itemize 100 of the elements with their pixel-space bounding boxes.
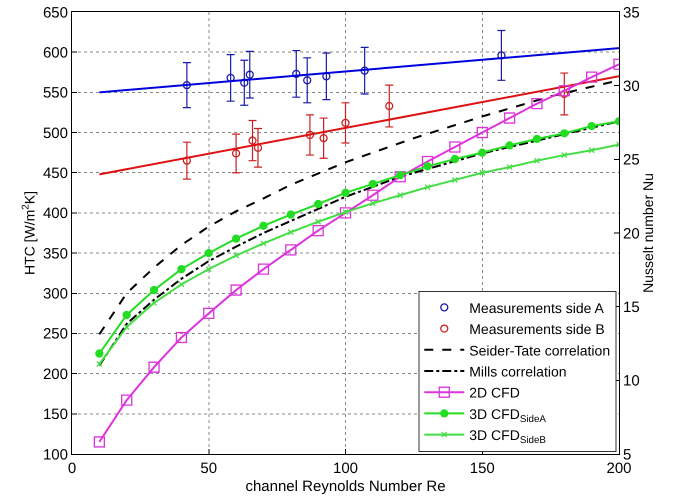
point: [340, 207, 352, 219]
point: [319, 134, 328, 142]
y2-tick-label: 10: [623, 372, 640, 390]
point: [532, 134, 542, 144]
point: [232, 252, 240, 259]
y2-tick-label: 25: [623, 152, 640, 169]
y2-tick-label: 30: [623, 78, 640, 95]
point: [476, 126, 488, 138]
point: [341, 118, 350, 128]
point: [341, 188, 350, 197]
point: [315, 218, 322, 225]
point: [182, 80, 192, 90]
point: [94, 436, 105, 448]
point: [504, 112, 516, 124]
y-tick-label: 100: [42, 446, 68, 464]
y-tick-label: 600: [42, 44, 68, 62]
point: [285, 244, 296, 256]
y2-tick-label: 20: [623, 225, 640, 242]
point: [560, 129, 568, 138]
point: [314, 200, 322, 208]
point: [423, 162, 432, 170]
point: [452, 176, 458, 184]
y2-tick-label: 35: [623, 4, 640, 22]
point: [588, 122, 596, 130]
point: [497, 51, 506, 60]
point: [506, 164, 513, 170]
x-tick-label: 100: [332, 460, 358, 477]
point: [534, 158, 540, 164]
point: [258, 264, 270, 275]
point: [312, 224, 324, 236]
point: [95, 349, 104, 358]
point: [397, 192, 404, 198]
y-tick-label: 550: [42, 84, 68, 102]
legend-label: Measurements side A: [469, 300, 605, 316]
point: [396, 170, 404, 180]
y-tick-label: 450: [42, 164, 68, 182]
point: [586, 71, 598, 83]
point: [385, 102, 394, 110]
point: [561, 152, 568, 158]
point: [368, 180, 377, 188]
point: [422, 156, 434, 168]
point: [203, 308, 214, 320]
point: [367, 190, 378, 201]
legend-label: 2D CFD: [469, 384, 520, 401]
point: [394, 171, 406, 182]
point: [292, 70, 300, 78]
point: [240, 78, 248, 87]
x-tick-label: 150: [470, 460, 495, 477]
point: [370, 200, 376, 206]
point: [286, 210, 295, 219]
legend-label: 3D CFD$_{SideB}$: [469, 427, 546, 446]
point: [558, 85, 570, 96]
point: [560, 90, 568, 98]
point: [449, 141, 461, 153]
point: [178, 281, 185, 288]
legend-label: 3D CFD$_{SideA}$: [469, 406, 546, 425]
point: [232, 234, 240, 243]
point: [259, 222, 268, 230]
y-tick-label: 500: [42, 124, 68, 142]
y-tick-label: 300: [42, 286, 68, 303]
y-tick-label: 400: [42, 205, 68, 222]
point: [303, 76, 312, 84]
point: [260, 240, 267, 247]
x-tick-label: 50: [200, 460, 218, 477]
point: [306, 130, 314, 140]
point: [478, 148, 486, 157]
point: [204, 248, 213, 258]
legend-label: Mills correlation: [469, 363, 567, 380]
y2-axis-title: Nusselt number Nu: [640, 173, 656, 293]
y-tick-label: 650: [42, 4, 68, 22]
point: [122, 310, 131, 320]
point: [150, 300, 158, 306]
point: [360, 66, 369, 75]
point: [177, 265, 186, 274]
point: [254, 144, 262, 152]
y-tick-label: 150: [42, 406, 68, 424]
point: [232, 149, 240, 158]
y-tick-label: 350: [42, 245, 68, 262]
point: [588, 147, 595, 154]
point: [176, 332, 188, 344]
point: [246, 70, 254, 79]
point: [248, 136, 257, 145]
point: [505, 141, 514, 150]
point: [479, 170, 486, 176]
legend-label: Seider-Tate correlation: [469, 342, 610, 358]
point: [531, 98, 543, 110]
point: [424, 184, 431, 190]
point: [182, 156, 192, 165]
point: [230, 284, 242, 296]
legend-label: Measurements side B: [469, 321, 605, 338]
x-tick-label: 0: [68, 460, 76, 477]
x-axis-title: channel Reynolds Number Re: [245, 478, 446, 495]
point: [148, 362, 160, 373]
point: [96, 360, 102, 368]
y-tick-label: 250: [42, 326, 68, 343]
y-tick-label: 200: [42, 366, 68, 383]
point: [288, 229, 294, 236]
point: [121, 394, 132, 406]
point: [206, 266, 212, 272]
point: [124, 324, 130, 330]
